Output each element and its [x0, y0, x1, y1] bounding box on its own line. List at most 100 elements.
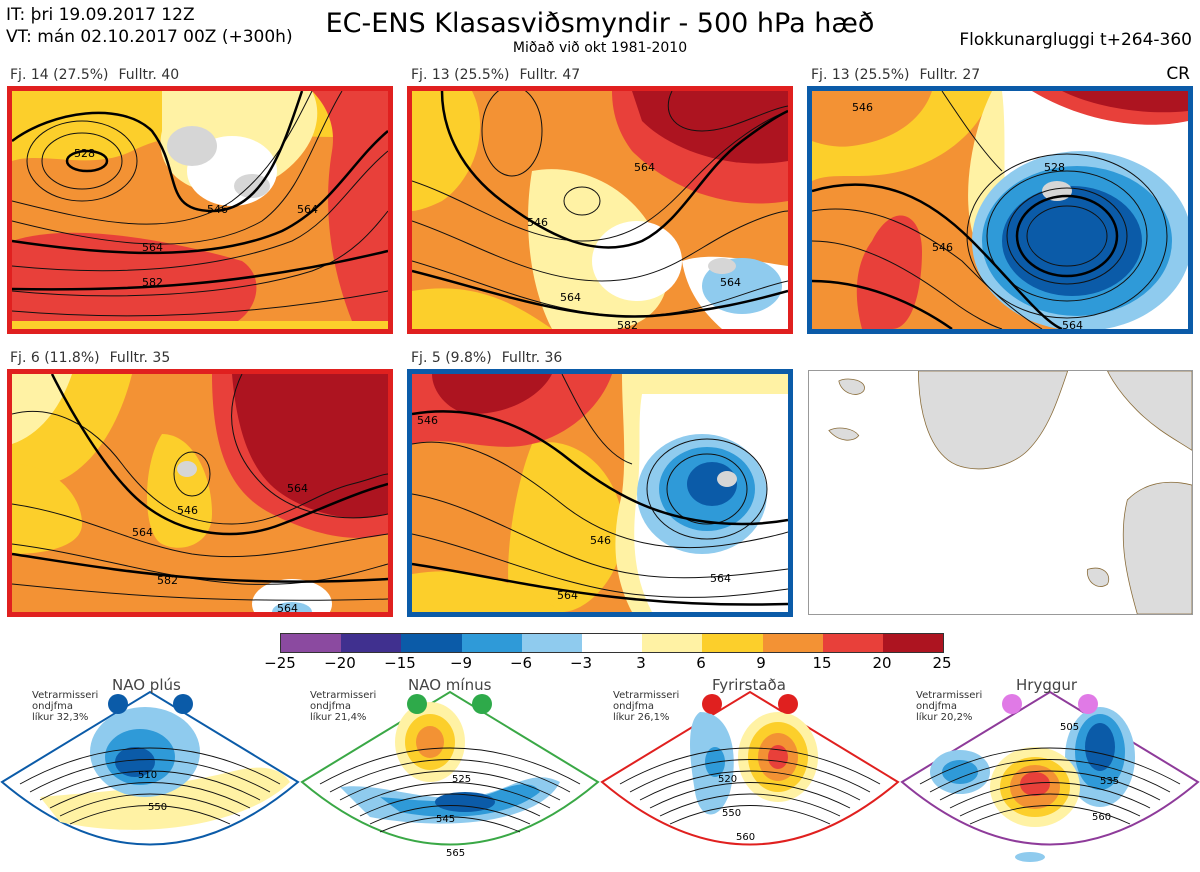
colorbar-tick: −3 — [569, 654, 593, 672]
panel-4-label: Fj. 6 (11.8%) Fulltr. 35 — [10, 350, 170, 366]
regime-nao-plus-graphic — [0, 690, 300, 846]
panel-4-rep: Fulltr. 35 — [109, 350, 171, 366]
regime-note: Vetrarmisseri ondjfma líkur 32,3% — [32, 690, 98, 723]
contour-label: 546 — [527, 216, 548, 229]
regime-name: NAO plús — [112, 676, 181, 694]
cluster-map-3-graphic — [812, 91, 1188, 329]
regime-dot — [173, 694, 193, 714]
panel-3-rep: Fulltr. 27 — [919, 67, 981, 83]
regime-contour-label: 565 — [446, 848, 466, 859]
regime-contour-label: 545 — [436, 814, 456, 825]
colorbar-swatch — [341, 634, 402, 652]
regime-note-line: líkur 26,1% — [613, 712, 670, 723]
contour-label: 582 — [142, 276, 163, 289]
colorbar-tick: −15 — [384, 654, 416, 672]
colorbar-swatch — [521, 634, 582, 652]
contour-label: 564 — [132, 526, 153, 539]
cluster-map-2-graphic — [412, 91, 788, 329]
regime-name: Fyrirstaða — [712, 676, 786, 694]
panel-2-label: Fj. 13 (25.5%) Fulltr. 47 — [411, 67, 580, 83]
colorbar-ticks: −25 −20 −15 −9 −6 −3 3 6 9 15 20 25 — [250, 654, 972, 674]
contour-label: 546 — [590, 534, 611, 547]
cluster-map-2: 546 564 564 564 582 — [407, 86, 793, 334]
contour-label: 546 — [417, 414, 438, 427]
contour-label: 564 — [710, 572, 731, 585]
contour-label: 528 — [1044, 161, 1065, 174]
regime-dot — [407, 694, 427, 714]
empty-map — [808, 370, 1193, 615]
contour-label: 546 — [852, 101, 873, 114]
colorbar-tick: 25 — [932, 654, 952, 672]
panel-4-cluster: Fj. 6 (11.8%) — [10, 350, 100, 366]
regime-ridge-graphic — [900, 690, 1200, 862]
colorbar-swatch — [822, 634, 883, 652]
contour-label: 564 — [1062, 319, 1083, 332]
regime-contour-label: 560 — [736, 832, 756, 843]
regime-contour-label: 535 — [1100, 776, 1120, 787]
classification-window: Flokkunargluggi t+264-360 — [959, 30, 1192, 50]
regime-note-line: Vetrarmisseri — [613, 690, 680, 701]
regime-note-line: Vetrarmisseri — [310, 690, 377, 701]
regime-dot — [1078, 694, 1098, 714]
colorbar-tick: 20 — [872, 654, 892, 672]
page-subtitle: Miðað við okt 1981-2010 — [512, 40, 688, 56]
regime-contour-label: 520 — [718, 774, 738, 785]
panel-1-cluster: Fj. 14 (27.5%) — [10, 67, 109, 83]
contour-label: 564 — [142, 241, 163, 254]
panel-5-cluster: Fj. 5 (9.8%) — [411, 350, 492, 366]
contour-label: 582 — [617, 319, 638, 332]
regime-nao-minus: NAO mínus Vetrarmisseri ondjfma líkur 21… — [300, 672, 600, 872]
cluster-map-3: 528 546 546 564 — [807, 86, 1193, 334]
regime-note-line: líkur 20,2% — [916, 712, 973, 723]
empty-map-graphic — [809, 371, 1192, 614]
regime-blocking: Fyrirstaða Vetrarmisseri ondjfma líkur 2… — [600, 672, 900, 872]
page-title: EC-ENS Klasasviðsmyndir - 500 hPa hæð — [325, 8, 875, 39]
regime-note-line: ondjfma — [32, 701, 73, 712]
contour-label: 546 — [207, 203, 228, 216]
regime-contour-label: 510 — [138, 770, 158, 781]
panel-1-label: Fj. 14 (27.5%) Fulltr. 40 — [10, 67, 179, 83]
panel-2-rep: Fulltr. 47 — [519, 67, 581, 83]
regime-dot — [778, 694, 798, 714]
init-time: IT: þri 19.09.2017 12Z — [6, 5, 195, 25]
colorbar-swatch — [762, 634, 823, 652]
contour-label: 528 — [74, 147, 95, 160]
colorbar-tick: −20 — [324, 654, 356, 672]
panel-3-label: Fj. 13 (25.5%) Fulltr. 27 — [811, 67, 980, 83]
regime-dot — [108, 694, 128, 714]
regime-contour-label: 550 — [148, 802, 168, 813]
regime-contour-label: 560 — [1092, 812, 1112, 823]
valid-time: VT: mán 02.10.2017 00Z (+300h) — [6, 27, 293, 47]
cluster-map-5-graphic — [412, 374, 788, 612]
colorbar-tick: 6 — [696, 654, 706, 672]
regime-note-line: líkur 21,4% — [310, 712, 367, 723]
cr-label: CR — [1166, 64, 1190, 84]
regime-note-line: Vetrarmisseri — [32, 690, 99, 701]
colorbar-swatch — [281, 634, 342, 652]
colorbar-swatch — [461, 634, 522, 652]
colorbar-tick: −6 — [509, 654, 533, 672]
colorbar-tick: 3 — [636, 654, 646, 672]
colorbar-swatch — [401, 634, 462, 652]
panel-5-rep: Fulltr. 36 — [501, 350, 563, 366]
regime-nao-minus-graphic — [300, 690, 600, 846]
panel-2-cluster: Fj. 13 (25.5%) — [411, 67, 510, 83]
regime-ridge: Hryggur Vetrarmisseri ondjfma líkur 20,2… — [900, 672, 1200, 872]
colorbar-tick: −25 — [264, 654, 296, 672]
regime-note-line: líkur 32,3% — [32, 712, 89, 723]
colorbar-swatch — [581, 634, 643, 652]
header-info: IT: þri 19.09.2017 12Z VT: mán 02.10.201… — [6, 4, 293, 48]
colorbar-swatch — [882, 634, 944, 652]
regime-dot — [472, 694, 492, 714]
regime-nao-plus: NAO plús Vetrarmisseri ondjfma líkur 32,… — [0, 672, 300, 872]
regime-dot — [1002, 694, 1022, 714]
colorbar-tick: −9 — [449, 654, 473, 672]
regime-name: Hryggur — [1016, 676, 1078, 694]
colorbar-swatch — [642, 634, 703, 652]
contour-label: 564 — [277, 602, 298, 615]
contour-label: 564 — [297, 203, 318, 216]
contour-label: 546 — [177, 504, 198, 517]
regime-dot — [702, 694, 722, 714]
panel-1-rep: Fulltr. 40 — [118, 67, 180, 83]
regime-note: Vetrarmisseri ondjfma líkur 20,2% — [916, 690, 982, 723]
